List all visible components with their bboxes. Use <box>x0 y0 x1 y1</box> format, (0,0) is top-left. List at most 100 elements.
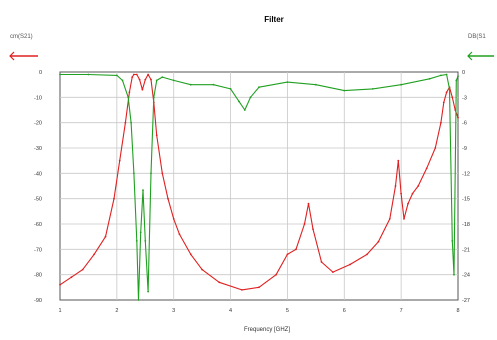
data-point <box>133 172 135 175</box>
data-point <box>303 223 306 225</box>
y-right-tick-label: -6 <box>462 121 467 127</box>
data-point <box>241 289 243 291</box>
x-axis-label: Frequency [GHZ] <box>244 327 290 333</box>
x-tick-label: 6 <box>343 308 346 314</box>
left-legend-marker <box>9 51 38 61</box>
data-point <box>128 91 131 94</box>
data-point <box>407 202 409 205</box>
data-point <box>451 96 454 99</box>
data-point <box>286 253 289 256</box>
y-left-tick-label: 0 <box>39 70 42 76</box>
data-point <box>137 299 140 301</box>
data-point <box>451 240 454 242</box>
y-left-tick-label: -60 <box>34 222 42 228</box>
plot-frame <box>59 71 459 301</box>
data-point <box>142 189 144 192</box>
axis-ticks: 1 2 3 4 5 6 7 8 0 -10 -20 -30 -40 -50 -60 -70 -80 -90 0 -3 -… <box>34 70 470 314</box>
data-point <box>70 276 73 279</box>
data-point <box>172 218 175 220</box>
data-point <box>113 197 115 200</box>
data-point <box>315 83 317 86</box>
data-point <box>118 159 121 162</box>
data-point <box>307 202 310 205</box>
data-point <box>155 134 158 137</box>
x-tick-label: 1 <box>58 308 61 314</box>
data-point <box>201 268 204 271</box>
data-point <box>400 83 402 86</box>
data-point <box>343 89 346 92</box>
right-axis-series-label: DB(S1 <box>468 34 486 40</box>
data-point <box>286 81 289 83</box>
data-point <box>445 73 448 76</box>
data-point <box>455 79 458 82</box>
data-point <box>135 240 138 242</box>
data-point <box>428 77 431 80</box>
y-left-tick-label: -80 <box>34 273 42 279</box>
y-right-tick-label: 0 <box>462 70 465 76</box>
data-point <box>440 121 442 124</box>
data-point <box>312 228 314 231</box>
data-point <box>417 185 420 187</box>
data-point <box>147 73 150 76</box>
data-point <box>320 261 323 263</box>
data-point <box>116 74 118 77</box>
data-point <box>434 147 437 149</box>
x-tick-label: 8 <box>456 308 459 314</box>
data-point <box>453 273 455 276</box>
data-point <box>411 192 414 195</box>
y-right-tick-label: -27 <box>462 298 470 304</box>
data-point <box>295 248 297 251</box>
data-point <box>457 116 459 119</box>
data-point <box>147 290 150 293</box>
data-point <box>440 74 442 77</box>
data-point <box>448 88 451 90</box>
data-point <box>87 73 90 76</box>
data-point <box>371 88 374 90</box>
data-point <box>238 100 241 103</box>
data-point <box>249 96 252 99</box>
data-point <box>258 86 260 89</box>
data-point <box>212 83 215 86</box>
data-point <box>121 79 124 82</box>
x-tick-label: 4 <box>229 308 232 314</box>
data-point <box>243 109 246 111</box>
data-point <box>59 73 61 76</box>
y-left-tick-label: -70 <box>34 247 42 253</box>
y-left-tick-label: -40 <box>34 171 42 177</box>
data-point <box>59 283 61 286</box>
x-tick-label: 5 <box>286 308 289 314</box>
data-point <box>445 91 448 94</box>
data-point <box>394 185 397 187</box>
data-point <box>144 78 147 81</box>
y-left-tick-label: -50 <box>34 197 42 203</box>
data-point <box>275 273 277 276</box>
data-point <box>141 88 144 91</box>
data-point <box>400 192 402 195</box>
data-point <box>349 263 351 266</box>
data-point <box>189 83 192 86</box>
data-point <box>258 286 260 289</box>
data-point <box>366 253 368 256</box>
y-right-tick-label: -12 <box>462 171 470 177</box>
data-point <box>388 218 391 220</box>
data-point <box>167 197 169 200</box>
data-point <box>377 240 380 243</box>
data-point <box>127 96 130 99</box>
y-right-tick-label: -3 <box>462 95 467 101</box>
data-point <box>161 76 164 78</box>
right-legend-marker <box>467 51 494 61</box>
data-point <box>133 73 135 76</box>
x-tick-label: 3 <box>172 308 175 314</box>
data-point <box>124 121 127 124</box>
data-point <box>135 73 138 76</box>
data-point <box>218 281 221 284</box>
left-axis-series-label: cm(S21) <box>10 34 33 40</box>
y-right-tick-label: -24 <box>462 273 470 279</box>
data-point <box>397 159 400 162</box>
y-left-tick-label: -20 <box>34 121 42 127</box>
plot-series <box>59 73 459 301</box>
data-point <box>425 167 428 170</box>
y-left-tick-label: -90 <box>34 298 42 304</box>
